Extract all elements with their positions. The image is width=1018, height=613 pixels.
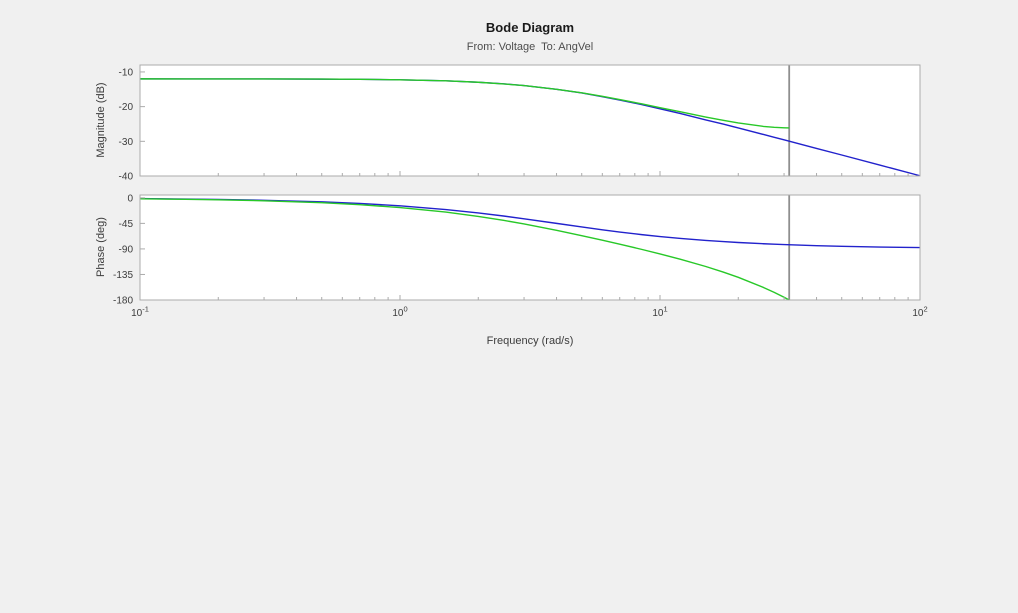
svg-text:10-1: 10-1: [131, 305, 149, 320]
svg-text:-30: -30: [119, 137, 134, 148]
phase-series-2-curve: [139, 198, 790, 301]
svg-text:101: 101: [652, 305, 667, 320]
x-axis-label: Frequency (rad/s): [486, 335, 574, 347]
phase-axes-box: [139, 194, 921, 301]
magnitude-axes: -10 -20 -30 -40: [119, 64, 921, 183]
svg-text:100: 100: [392, 305, 407, 320]
magnitude-axes-box: [139, 64, 921, 177]
svg-text:0: 0: [127, 193, 133, 204]
svg-text:-90: -90: [119, 244, 134, 255]
x-tick-labels: 10-1 100 101 102: [131, 305, 928, 320]
phase-y-ticks: 0 -45 -90 -135 -180: [113, 193, 145, 307]
svg-text:-40: -40: [119, 172, 134, 183]
svg-text:-45: -45: [119, 219, 134, 230]
magnitude-x-ticks: [139, 171, 921, 176]
svg-text:102: 102: [912, 305, 927, 320]
chart-subtitle: From: Voltage To: AngVel: [466, 41, 594, 53]
magnitude-series-2-curve: [139, 78, 790, 129]
phase-series-1-curve: [139, 197, 921, 249]
svg-text:-135: -135: [113, 270, 133, 281]
chart-title: Bode Diagram: [485, 20, 575, 35]
svg-text:-10: -10: [119, 67, 134, 78]
magnitude-axes-background: [140, 65, 920, 176]
phase-axes-background: [140, 195, 920, 300]
magnitude-y-ticks: -10 -20 -30 -40: [119, 67, 145, 183]
phase-x-ticks: [139, 295, 921, 300]
svg-text:-20: -20: [119, 102, 134, 113]
svg-text:-180: -180: [113, 296, 133, 307]
